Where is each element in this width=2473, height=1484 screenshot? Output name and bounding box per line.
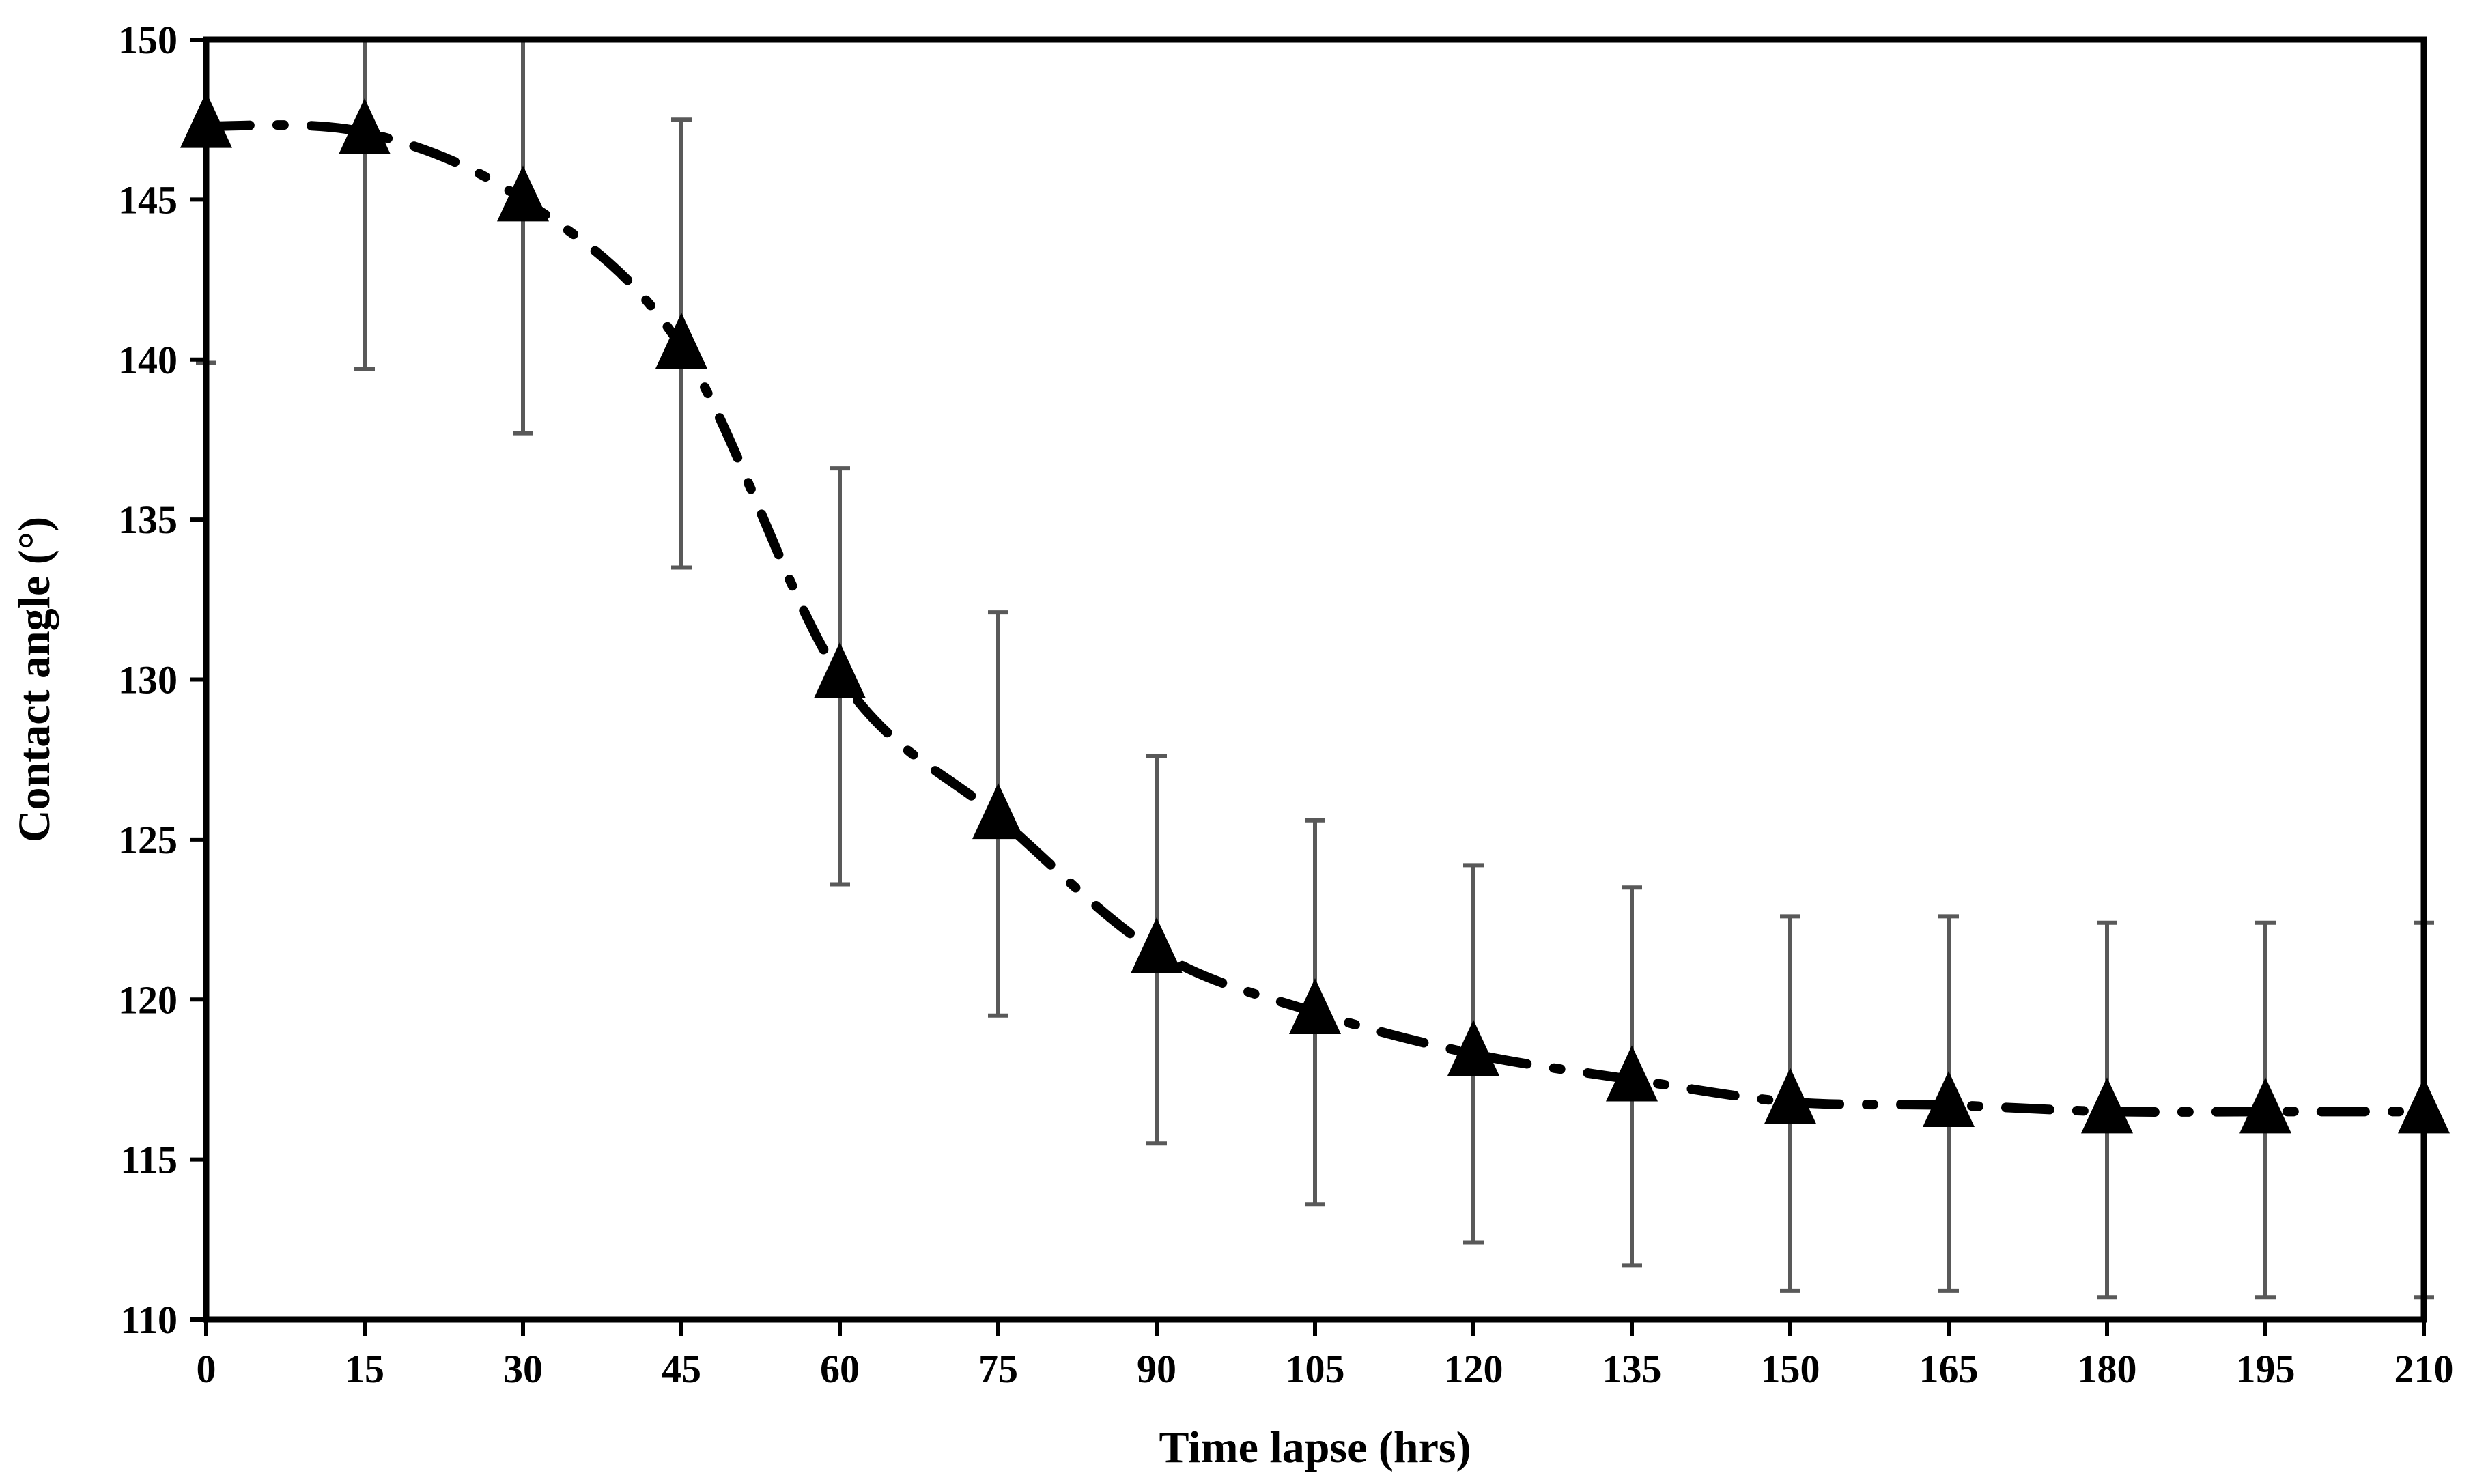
y-tick-label: 150 xyxy=(118,18,178,62)
data-point-marker xyxy=(972,783,1024,840)
x-tick-label: 150 xyxy=(1761,1347,1820,1391)
x-tick-label: 135 xyxy=(1602,1347,1662,1391)
y-tick-label: 120 xyxy=(118,978,178,1022)
x-axis-title: Time lapse (hrs) xyxy=(1159,1423,1471,1472)
x-tick-label: 180 xyxy=(2078,1347,2137,1391)
x-tick-label: 120 xyxy=(1444,1347,1503,1391)
y-tick-label: 125 xyxy=(118,818,178,862)
y-axis-title: Contact angle (°) xyxy=(10,517,59,842)
x-tick-label: 45 xyxy=(662,1347,701,1391)
data-point-marker xyxy=(814,642,866,698)
y-tick-label: 130 xyxy=(118,658,178,702)
x-tick-label: 15 xyxy=(345,1347,384,1391)
y-tick-label: 110 xyxy=(120,1298,178,1342)
trend-line xyxy=(201,120,2429,1117)
x-tick-label: 75 xyxy=(978,1347,1018,1391)
data-point-marker xyxy=(2239,1077,2291,1134)
data-point-marker xyxy=(1923,1070,1975,1127)
data-point-marker xyxy=(339,98,391,154)
x-tick-label: 60 xyxy=(820,1347,860,1391)
x-tick-label: 210 xyxy=(2394,1347,2454,1391)
data-point-marker xyxy=(1447,1019,1499,1076)
data-point-marker xyxy=(655,313,707,369)
y-tick-label: 145 xyxy=(118,177,178,222)
data-point-marker xyxy=(1131,917,1183,973)
data-point-marker xyxy=(1764,1068,1816,1124)
x-tick-label: 30 xyxy=(503,1347,543,1391)
x-tick-label: 90 xyxy=(1137,1347,1176,1391)
x-tick-label: 195 xyxy=(2236,1347,2295,1391)
x-axis-ticks: 0 15 30 45 60 75 90 105 120 135 150 165 180 195 210 xyxy=(197,1319,2454,1391)
x-tick-label: 165 xyxy=(1919,1347,1979,1391)
data-point-marker xyxy=(1606,1045,1658,1102)
x-tick-label: 105 xyxy=(1286,1347,1345,1391)
y-tick-label: 140 xyxy=(118,338,178,382)
y-tick-label: 135 xyxy=(118,498,178,542)
x-tick-label: 0 xyxy=(197,1347,216,1391)
data-point-marker xyxy=(2081,1077,2133,1134)
data-point-marker xyxy=(1289,978,1341,1034)
y-axis-ticks: 110 115 120 125 130 135 140 145 150 xyxy=(118,18,206,1342)
data-point-marker xyxy=(497,165,549,222)
y-tick-label: 115 xyxy=(120,1138,178,1182)
trend-line-group xyxy=(201,120,2429,1117)
